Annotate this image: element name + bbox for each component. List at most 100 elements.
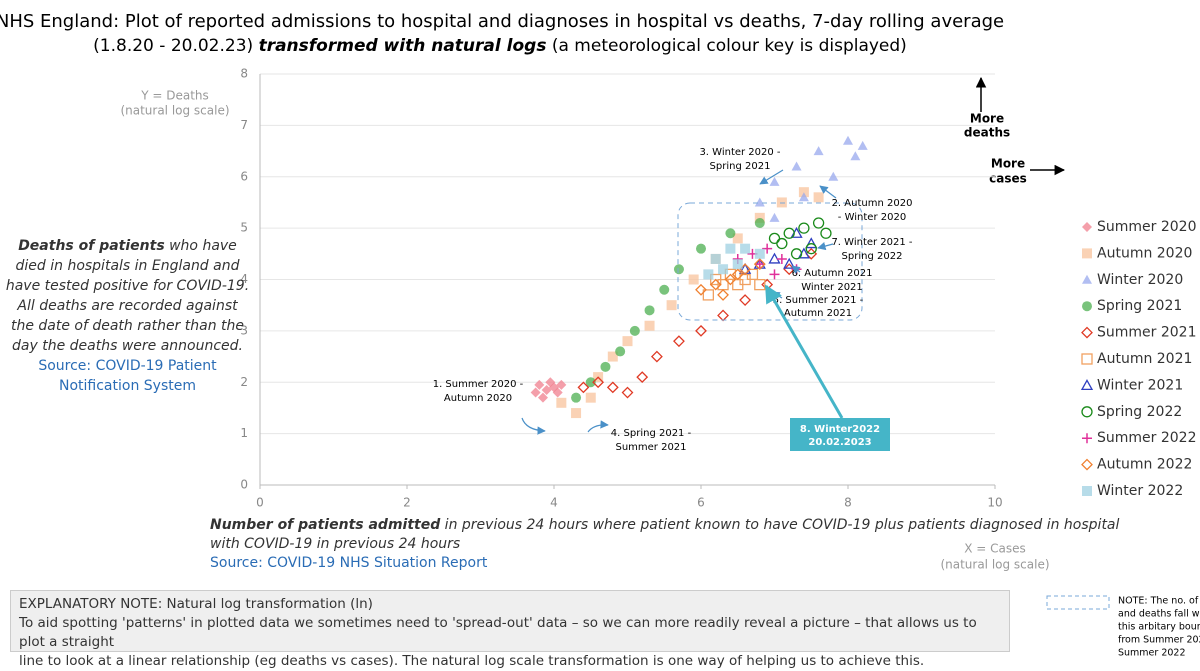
explanatory-note: EXPLANATORY NOTE: Natural log transforma… [10,590,1010,669]
point [556,379,567,390]
legend-label: Winter 2020 [1097,272,1183,288]
point [718,264,729,275]
legend-marker [1081,353,1093,365]
annotation: 20.02.2023 [808,437,871,448]
legend-marker [1081,406,1093,418]
bound-note: NOTE: The no. of cases and deaths fall w… [1118,596,1200,659]
point [673,264,684,275]
annotation: 1. Summer 2020 - [433,379,524,390]
point [556,397,567,408]
point [585,392,596,403]
legend-marker [1080,379,1094,391]
point [776,197,787,208]
y-tick-label: 0 [240,478,248,492]
legend-label: Autumn 2021 [1097,351,1192,367]
point [813,146,824,156]
point [552,387,563,398]
annotation: Spring 2022 [842,251,903,262]
y-note: Deaths of patients who have died in hosp… [5,236,250,396]
chart-subtitle: (1.8.20 - 20.02.23) transformed with nat… [93,36,907,56]
x-tick-label: 10 [987,496,1002,510]
point [710,253,721,264]
explanatory-line: line to look at a linear relationship (e… [19,653,925,669]
annotation: 4. Spring 2021 - [611,428,692,439]
point [585,377,596,388]
bound-note-line: from Summer 2021 to [1118,635,1200,646]
point [688,274,699,285]
legend-marker [1081,326,1093,339]
point [621,386,634,399]
point [673,335,685,348]
point [650,350,663,363]
point [753,258,766,271]
y-tick-label: 8 [240,67,248,81]
y-note-text: who have died in hospitals in England an… [5,238,250,354]
point [696,243,706,254]
point [600,361,611,372]
legend-marker [1082,433,1092,444]
point [740,243,751,254]
point [754,197,765,207]
x-tick-label: 8 [844,496,852,510]
arrow [764,284,844,419]
point [666,300,677,311]
annotation: 8. Winter2022 [800,424,880,435]
point [717,309,729,322]
legend-label: Autumn 2020 [1097,245,1192,261]
x-tick-label: 0 [256,496,264,510]
point [754,248,765,259]
plot: 0 1 2 3 4 5 6 7 8 0 2 4 6 8 10 [240,67,1002,510]
point [534,379,545,390]
point [577,381,590,394]
point [813,192,824,203]
point [606,381,619,394]
point [798,187,809,198]
point [731,268,744,281]
point [644,320,655,331]
arrow [587,420,609,433]
subtitle-part: (a meteorological colour key is displaye… [546,36,906,56]
point [695,324,707,337]
point [622,336,633,347]
x-source: Source: COVID-19 NHS Situation Report [210,555,488,571]
x-tick-label: 4 [550,496,558,510]
point [739,294,752,306]
annotation: Winter 2021 [801,282,863,293]
x-note: Number of patients admitted in previous … [210,516,1130,573]
arrow [819,185,837,199]
y-tick-label: 7 [240,118,248,132]
y-tick-label: 4 [240,272,248,286]
x-tick-label: 2 [403,496,411,510]
y-tick-label: 5 [240,221,248,235]
x-label: (natural log scale) [940,558,1049,572]
legend-label: Spring 2022 [1097,404,1182,420]
bound-note-line: and deaths fall within [1118,609,1200,620]
annotation: 2. Autumn 2020 [832,198,913,209]
point [636,371,649,384]
point [828,171,839,181]
point [843,135,853,145]
point [820,227,832,239]
y-label: Y = Deaths [140,89,209,103]
y-tick-label: 6 [240,169,248,183]
more-cases: cases [989,172,1027,186]
annotation: - Winter 2020 [838,212,906,223]
point [537,392,548,403]
point [754,278,766,291]
annotation: 7. Winter 2021 - [831,237,912,248]
point [798,222,810,234]
point [754,259,765,270]
subtitle-part: transformed with natural logs [259,36,547,56]
arrow [817,241,834,251]
point [805,237,818,249]
legend-label: Summer 2022 [1097,430,1196,446]
point [629,325,640,336]
explanatory-line: EXPLANATORY NOTE: Natural log transforma… [19,596,373,612]
bound-note-line: NOTE: The no. of cases [1118,596,1200,607]
chart-title: NHS England: Plot of reported admissions… [0,11,1004,32]
point [812,217,825,229]
point [790,248,803,260]
explanatory-line: To aid spotting 'patterns' in plotted da… [19,615,977,650]
point [615,346,626,357]
